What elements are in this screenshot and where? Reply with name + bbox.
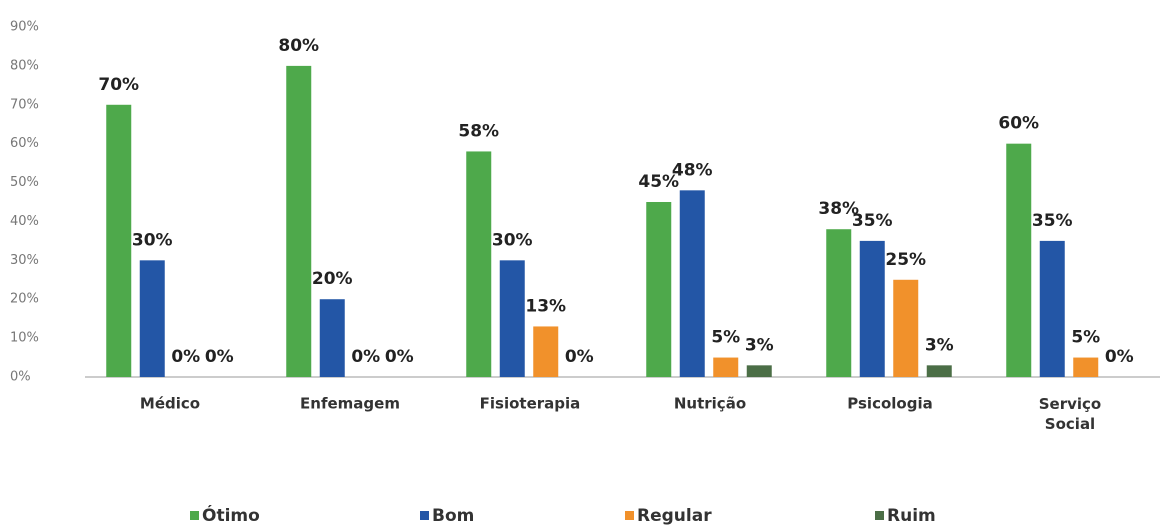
x-tick-label: Serviço Social — [1039, 395, 1102, 433]
bar — [646, 202, 672, 377]
bar — [893, 279, 919, 377]
bar — [533, 326, 559, 377]
value-label: 20% — [312, 269, 353, 289]
x-tick-label: Fisioterapia — [480, 395, 581, 413]
value-label: 0% — [1105, 347, 1134, 367]
x-tick-line: Social — [1045, 415, 1095, 433]
bar — [926, 365, 952, 377]
y-tick-label: 90% — [10, 20, 39, 35]
x-tick-label: Enfemagem — [300, 395, 400, 413]
bar — [746, 365, 772, 377]
value-label: 35% — [1032, 211, 1073, 231]
value-label: 30% — [132, 230, 173, 250]
value-label: 30% — [492, 230, 533, 250]
value-label: 0% — [385, 347, 414, 367]
y-tick-label: 40% — [10, 214, 39, 229]
value-label: 60% — [998, 114, 1039, 134]
x-tick-label: Médico — [140, 395, 200, 413]
value-label: 70% — [98, 75, 139, 95]
value-label: 3% — [745, 335, 774, 355]
y-tick-label: 30% — [10, 253, 39, 268]
value-label: 5% — [711, 328, 740, 348]
legend-swatch — [875, 511, 884, 520]
legend-label: Bom — [432, 506, 474, 526]
value-label: 58% — [458, 121, 499, 141]
bar — [713, 357, 739, 377]
value-label: 0% — [205, 347, 234, 367]
bar — [499, 260, 525, 377]
legend-label: Ótimo — [202, 504, 260, 526]
y-tick-label: 0% — [10, 370, 31, 385]
bar — [679, 190, 705, 377]
x-tick-label: Psicologia — [847, 395, 932, 413]
legend-swatch — [190, 511, 199, 520]
y-tick-label: 70% — [10, 97, 39, 112]
bar — [106, 104, 132, 378]
value-label: 25% — [885, 250, 926, 270]
value-label: 80% — [278, 36, 319, 56]
legend-label: Regular — [637, 506, 712, 526]
bar — [1073, 357, 1099, 377]
value-label: 0% — [565, 347, 594, 367]
legend-label: Ruim — [887, 506, 936, 526]
bar — [466, 151, 492, 377]
value-label: 0% — [351, 347, 380, 367]
y-tick-label: 50% — [10, 175, 39, 190]
value-label: 38% — [818, 199, 859, 219]
x-tick-label: Nutrição — [674, 395, 746, 413]
value-label: 45% — [638, 172, 679, 192]
legend-swatch — [420, 511, 429, 520]
value-label: 35% — [852, 211, 893, 231]
y-tick-label: 80% — [10, 58, 39, 73]
y-tick-label: 20% — [10, 292, 39, 307]
bar — [859, 240, 885, 377]
bar — [1006, 143, 1032, 377]
bar — [826, 229, 852, 377]
value-label: 13% — [525, 296, 566, 316]
value-label: 3% — [925, 335, 954, 355]
value-label: 5% — [1071, 328, 1100, 348]
y-tick-label: 60% — [10, 136, 39, 151]
y-tick-label: 10% — [10, 331, 39, 346]
bar — [139, 260, 165, 377]
bar — [286, 65, 312, 377]
bar — [319, 299, 345, 377]
value-label: 48% — [672, 160, 713, 180]
x-tick-line: Serviço — [1039, 395, 1102, 413]
bar — [1039, 240, 1065, 377]
legend-swatch — [625, 511, 634, 520]
value-label: 0% — [171, 347, 200, 367]
